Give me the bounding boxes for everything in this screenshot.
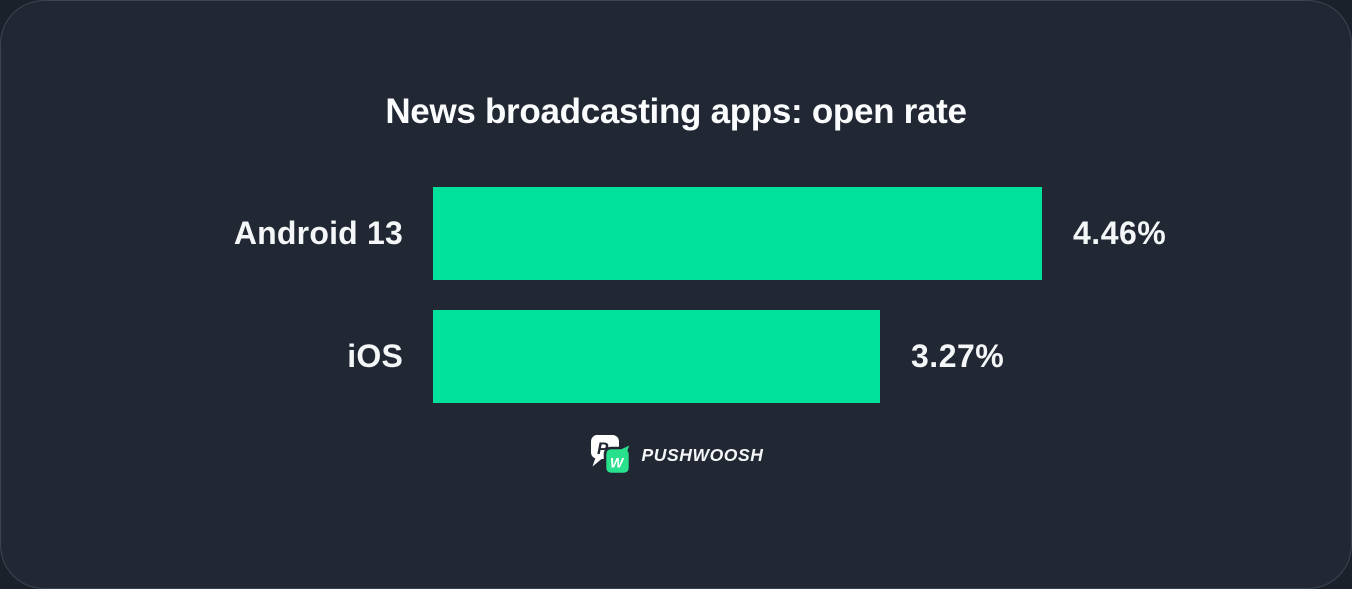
pushwoosh-wordmark: PUSHWOOSH (641, 444, 764, 465)
bar (433, 187, 1042, 280)
bar-row: Android 13 4.46% (1, 187, 1351, 280)
bubble-w-letter: W (610, 455, 625, 471)
bar-label: Android 13 (233, 215, 403, 251)
pushwoosh-icon: P W (591, 434, 633, 476)
bubble-w-shape (604, 441, 633, 476)
pushwoosh-logo: P W PUSHWOOSH (1, 433, 1351, 477)
bar-value: 4.46% (1073, 215, 1167, 251)
chart-title: News broadcasting apps: open rate (385, 92, 967, 131)
bar-value: 3.27% (911, 338, 1005, 374)
bar-rows: Android 13 4.46% iOS 3.27% (1, 187, 1351, 403)
bar-label: iOS (347, 338, 403, 374)
bar-row: iOS 3.27% (1, 310, 1351, 403)
bar (433, 310, 880, 403)
